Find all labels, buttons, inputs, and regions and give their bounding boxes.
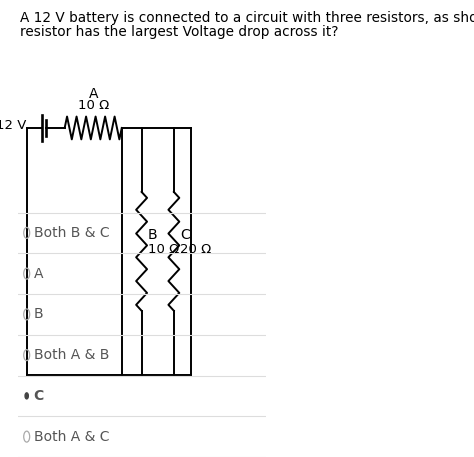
Text: Both B & C: Both B & C <box>34 226 109 240</box>
Text: C: C <box>34 389 44 403</box>
Text: 20 Ω: 20 Ω <box>180 243 211 255</box>
Text: Both A & B: Both A & B <box>34 348 109 362</box>
Text: A: A <box>34 266 43 281</box>
Text: A 12 V battery is connected to a circuit with three resistors, as shown below. W: A 12 V battery is connected to a circuit… <box>20 11 474 26</box>
Text: 12 V: 12 V <box>0 119 26 132</box>
Text: C: C <box>180 228 190 242</box>
Circle shape <box>25 393 28 399</box>
Text: A: A <box>89 87 98 101</box>
Text: Both A & C: Both A & C <box>34 430 109 444</box>
Text: resistor has the largest Voltage drop across it?: resistor has the largest Voltage drop ac… <box>20 25 338 39</box>
Text: B: B <box>148 228 157 242</box>
Text: B: B <box>34 308 43 321</box>
Text: 10 Ω: 10 Ω <box>78 99 109 112</box>
Text: 10 Ω: 10 Ω <box>148 243 179 255</box>
